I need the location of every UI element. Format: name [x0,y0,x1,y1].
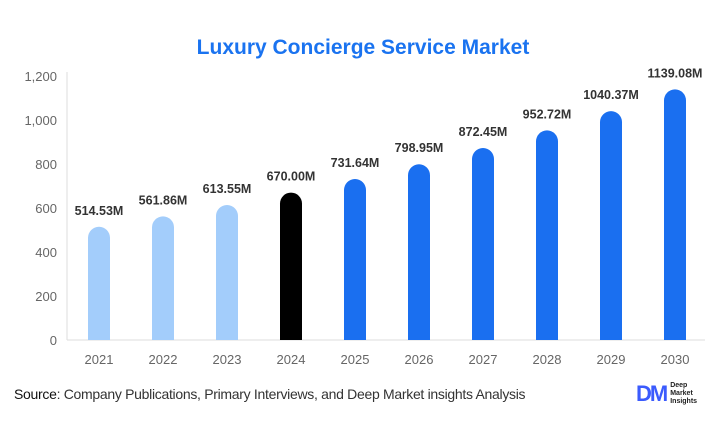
x-tick-label: 2023 [213,352,242,367]
y-tick-label: 400 [35,245,57,260]
source-label: Source [14,386,57,402]
bar [600,111,622,340]
chart-title: Luxury Concierge Service Market [196,36,530,59]
data-label: 670.00M [267,170,316,184]
data-label: 613.55M [203,182,252,196]
bar [152,216,174,340]
bar [472,148,494,340]
x-tick-label: 2027 [469,352,498,367]
logo-text-line: Insights [670,398,698,405]
logo-text-line: Deep [670,382,688,389]
y-tick-label: 800 [35,157,57,172]
x-tick-label: 2029 [597,352,626,367]
bar [536,130,558,340]
data-label: 731.64M [331,156,380,170]
y-tick-label: 200 [35,289,57,304]
source-note: Source: Company Publications, Primary In… [14,386,526,402]
x-tick-label: 2024 [277,352,306,367]
y-tick-label: 1,000 [24,113,57,128]
y-tick-label: 600 [35,201,57,216]
source-text: : Company Publications, Primary Intervie… [56,386,526,402]
logo-mark: DM [636,381,668,406]
x-tick-label: 2021 [85,352,114,367]
x-tick-label: 2028 [533,352,562,367]
bar [88,226,110,340]
bar [216,205,238,340]
y-tick-label: 1,200 [24,69,57,84]
x-tick-label: 2025 [341,352,370,367]
logo-text: Deep Market Insights [670,382,697,406]
data-label: 872.45M [459,125,508,139]
bar [664,89,686,340]
data-label: 561.86M [139,193,188,207]
bar [280,192,302,340]
bar [344,179,366,340]
data-label: 1040.37M [583,88,639,102]
data-label: 798.95M [395,141,444,155]
x-tick-label: 2022 [149,352,178,367]
data-label: 1139.08M [648,66,703,80]
data-label: 514.53M [75,204,124,218]
logo-text-line: Market [670,390,693,397]
data-label: 952.72M [523,107,572,121]
bar [408,164,430,340]
x-tick-label: 2030 [661,352,690,367]
x-tick-label: 2026 [405,352,434,367]
logo: DM Deep Market Insights [636,381,697,407]
y-tick-label: 0 [50,333,57,348]
